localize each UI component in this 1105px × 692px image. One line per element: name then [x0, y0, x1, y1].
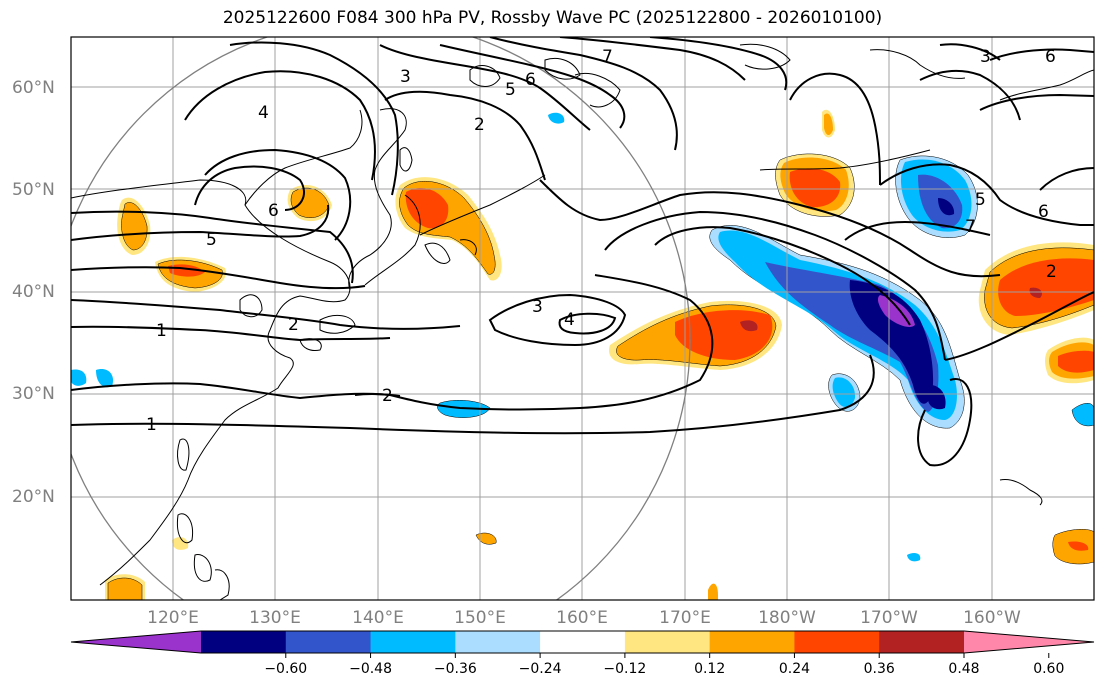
- contour-label: 6: [268, 201, 279, 221]
- map-title: 2025122600 F084 300 hPa PV, Rossby Wave …: [222, 8, 883, 28]
- lon-label: 170°W: [860, 608, 918, 628]
- colorbar-tick-label: −0.48: [349, 661, 392, 677]
- contour-label: 7: [602, 47, 613, 67]
- contour-label: 2: [474, 115, 485, 135]
- lon-label: 160°E: [556, 608, 608, 628]
- colorbar-segment: [624, 631, 711, 653]
- colorbar-tick-label: 0.36: [864, 661, 895, 677]
- colorbar-tick-label: −0.36: [434, 661, 477, 677]
- contour-label: 3: [532, 297, 543, 317]
- contour-label: 1: [156, 321, 167, 341]
- lat-label: 50°N: [12, 180, 55, 200]
- contour-label: 2: [288, 315, 299, 335]
- colorbar-tick-label: 0.12: [694, 661, 725, 677]
- contour-label: 4: [258, 103, 269, 123]
- lon-label: 170°E: [659, 608, 711, 628]
- contour-labels: 1 1 2 2 2 2 3 3 3 4 4 5 5 5 6 6 6 6 7 7: [146, 47, 1057, 435]
- contour-label: 7: [965, 217, 976, 237]
- lon-label: 150°E: [454, 608, 506, 628]
- colorbar-segment: [201, 631, 287, 653]
- colorbar-tick-label: −0.60: [264, 661, 307, 677]
- colorbar-tick-label: −0.24: [519, 661, 562, 677]
- contour-label: 6: [525, 70, 536, 90]
- range-circle: [71, 37, 691, 600]
- pv-shading: [71, 109, 1094, 600]
- pv-contours: [71, 37, 1094, 467]
- colorbar-segment: [370, 631, 456, 653]
- contour-label: 2: [382, 386, 393, 406]
- lat-label: 30°N: [12, 384, 55, 404]
- contour-label: 5: [206, 230, 217, 250]
- colorbar: −0.60 −0.48 −0.36 −0.24 −0.12 0.12 0.24 0.36 0.4…: [70, 630, 1095, 677]
- colorbar-tick-label: 0.60: [1033, 661, 1064, 677]
- colorbar-extend-min: [71, 631, 201, 653]
- colorbar-tick-label: −0.12: [603, 661, 646, 677]
- colorbar-tick-label: 0.24: [779, 661, 810, 677]
- coastlines: [71, 43, 1094, 600]
- lon-label: 180°W: [758, 608, 816, 628]
- lat-label: 60°N: [12, 78, 55, 98]
- colorbar-segment: [794, 631, 880, 653]
- colorbar-segment: [879, 631, 965, 653]
- colorbar-segment: [285, 631, 372, 653]
- lat-label: 20°N: [12, 487, 55, 507]
- contour-label: 6: [1045, 47, 1056, 67]
- colorbar-segment: [540, 631, 626, 653]
- lon-label: 120°E: [147, 608, 199, 628]
- contour-label: 6: [1038, 202, 1049, 222]
- colorbar-segment: [455, 631, 541, 653]
- contour-label: 3: [400, 67, 411, 87]
- lon-label: 140°E: [352, 608, 404, 628]
- contour-label: 5: [975, 190, 986, 210]
- graticule: [71, 37, 1094, 600]
- contour-label: 4: [564, 310, 575, 330]
- colorbar-outline: [70, 630, 1095, 654]
- colorbar-segment: [709, 631, 795, 653]
- longitude-labels: 120°E 130°E 140°E 150°E 160°E 170°E 180°…: [147, 608, 1021, 628]
- lon-label: 160°W: [963, 608, 1021, 628]
- contour-label: 2: [1046, 262, 1057, 282]
- contour-label: 3: [980, 47, 991, 67]
- map-frame: [70, 36, 1095, 601]
- contour-label: 1: [146, 415, 157, 435]
- latitude-labels: 20°N 30°N 40°N 50°N 60°N: [12, 78, 55, 507]
- colorbar-tick-label: 0.48: [948, 661, 979, 677]
- lon-label: 130°E: [249, 608, 301, 628]
- contour-label: 5: [505, 80, 516, 100]
- colorbar-extend-max: [964, 631, 1094, 653]
- lat-label: 40°N: [12, 282, 55, 302]
